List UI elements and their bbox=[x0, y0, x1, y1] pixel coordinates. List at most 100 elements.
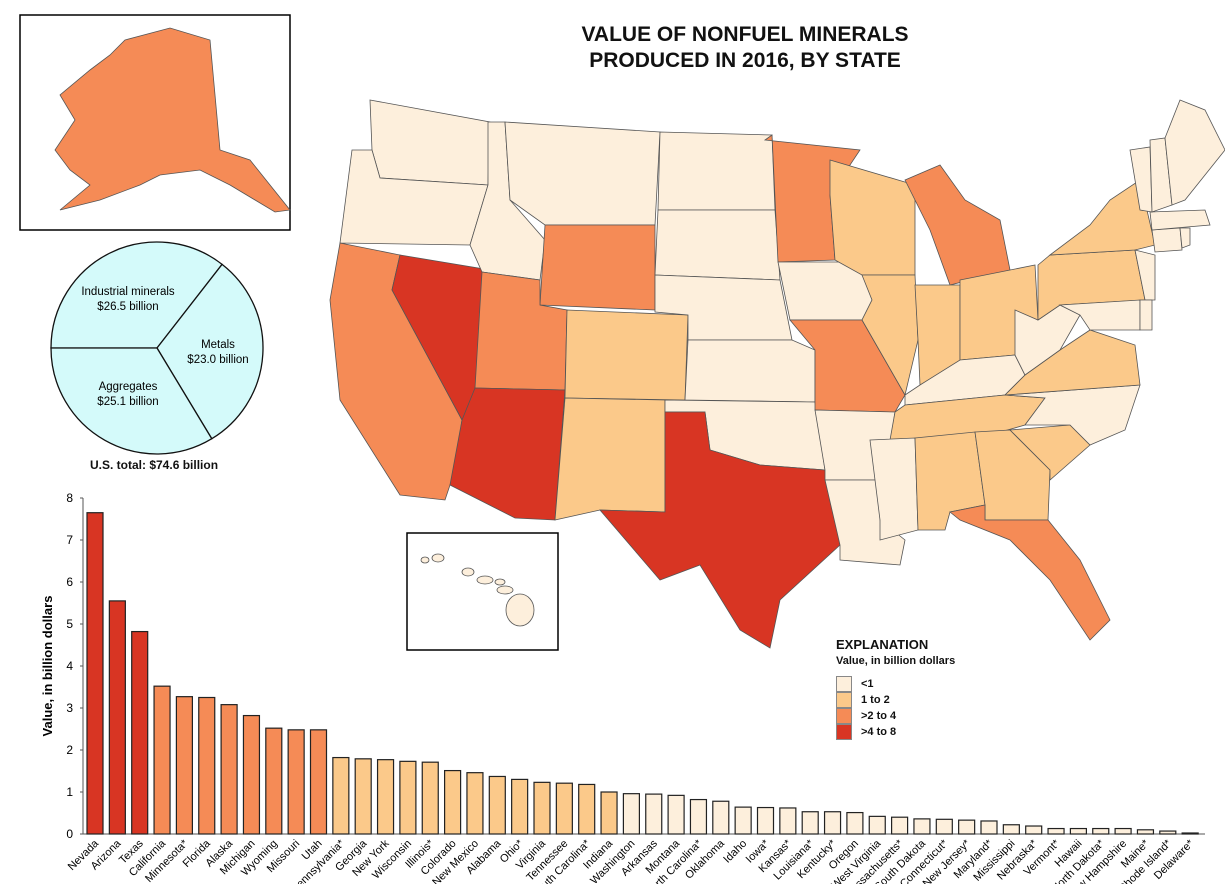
bar-louisiana bbox=[801, 811, 819, 835]
bar-west-virginia bbox=[868, 815, 886, 835]
bar-oregon bbox=[846, 811, 864, 835]
map-title: VALUE OF NONFUEL MINERALS PRODUCED IN 20… bbox=[520, 22, 970, 74]
pie-slice-name: Aggregates bbox=[99, 381, 158, 393]
bar-rhode-island bbox=[1159, 830, 1177, 835]
y-tick-label: 8 bbox=[66, 491, 73, 505]
pie-slice-label: Industrial minerals $26.5 billion bbox=[81, 286, 175, 313]
bar-missouri bbox=[287, 729, 305, 835]
bar-south-dakota bbox=[913, 818, 931, 835]
bar-new-jersey bbox=[958, 819, 976, 835]
bar-alabama bbox=[488, 775, 506, 835]
bar-washington bbox=[622, 793, 641, 835]
bar-idaho bbox=[734, 806, 752, 835]
bar-arkansas bbox=[645, 793, 663, 835]
state-connecticut bbox=[1151, 227, 1183, 253]
bar-new-mexico bbox=[466, 772, 484, 835]
bar-maryland bbox=[980, 820, 998, 835]
legend-item: <1 bbox=[836, 676, 955, 692]
pie-slice-value: $25.1 billion bbox=[97, 396, 158, 408]
bar-florida bbox=[198, 696, 216, 835]
legend-item: >4 to 8 bbox=[836, 724, 955, 740]
state-south-carolina bbox=[1009, 424, 1091, 481]
legend-label: <1 bbox=[861, 678, 874, 690]
pie-slice-name: Metals bbox=[201, 339, 235, 351]
bar-alaska bbox=[220, 704, 238, 835]
legend-swatch bbox=[836, 724, 852, 740]
state-new-jersey bbox=[1134, 249, 1156, 301]
state-north-dakota bbox=[657, 131, 776, 211]
bar-delaware bbox=[1181, 832, 1199, 835]
bar-new-york bbox=[376, 759, 395, 835]
bar-kentucky bbox=[823, 811, 842, 835]
pie-chart: Industrial minerals $26.5 billion Metals $2… bbox=[50, 241, 264, 455]
state-hawaii-island bbox=[494, 578, 506, 586]
pie-slice-value: $26.5 billion bbox=[97, 301, 158, 313]
state-maryland bbox=[1058, 299, 1141, 331]
state-south-dakota bbox=[654, 209, 781, 281]
state-hawaii-island bbox=[505, 593, 535, 627]
state-florida bbox=[949, 504, 1111, 641]
x-tick-label: Idaho bbox=[721, 838, 749, 866]
bar-tennessee bbox=[555, 782, 573, 835]
bar-texas bbox=[131, 630, 149, 835]
state-maine bbox=[1164, 99, 1225, 206]
bar-oklahoma bbox=[712, 800, 730, 835]
bar-montana bbox=[667, 794, 685, 835]
state-wyoming bbox=[539, 224, 656, 311]
bar-kansas bbox=[779, 807, 797, 835]
bar-new-hampshire bbox=[1114, 827, 1132, 835]
pie-slice-metals bbox=[156, 263, 264, 440]
state-north-carolina bbox=[1004, 384, 1141, 446]
bar-wisconsin bbox=[399, 760, 417, 835]
bar-iowa bbox=[756, 806, 775, 835]
bar-pennsylvania bbox=[332, 756, 350, 835]
bar-nevada bbox=[86, 512, 104, 835]
title-line-2: PRODUCED IN 2016, BY STATE bbox=[589, 49, 901, 72]
legend-swatch bbox=[836, 692, 852, 708]
state-colorado bbox=[564, 309, 689, 401]
bar-wyoming bbox=[265, 727, 283, 835]
bar-mississippi bbox=[1002, 824, 1020, 835]
y-tick-label: 0 bbox=[66, 827, 73, 841]
legend-subheading: Value, in billion dollars bbox=[836, 655, 956, 667]
bar-georgia bbox=[354, 758, 372, 835]
bar-massachusetts bbox=[890, 816, 909, 835]
state-hawaii-island bbox=[461, 567, 475, 577]
state-alaska bbox=[54, 27, 291, 213]
pie-slice-name: Industrial minerals bbox=[81, 286, 175, 298]
state-rhode-island bbox=[1179, 227, 1191, 249]
pie-total-label: U.S. total: $74.6 billion bbox=[90, 458, 219, 472]
state-montana bbox=[504, 121, 661, 226]
bar-arizona bbox=[108, 600, 126, 835]
bar-south-carolina bbox=[578, 783, 596, 835]
bar-nebraska bbox=[1025, 825, 1043, 835]
bar-illinois bbox=[421, 761, 439, 835]
legend-swatch bbox=[836, 708, 852, 724]
pie-slice-industrial-minerals bbox=[50, 241, 224, 349]
pie-slice-label: Metals $23.0 billion bbox=[187, 339, 248, 366]
legend-label: >2 to 4 bbox=[861, 710, 897, 722]
y-tick-label: 3 bbox=[66, 701, 73, 715]
us-map bbox=[329, 99, 1225, 649]
bar-north-carolina bbox=[689, 798, 708, 835]
y-tick-label: 2 bbox=[66, 743, 73, 757]
bar-colorado bbox=[444, 769, 462, 835]
pie-slice-value: $23.0 billion bbox=[187, 354, 248, 366]
bar-indiana bbox=[600, 791, 618, 835]
pie-slice-aggregates bbox=[50, 347, 213, 455]
y-tick-label: 5 bbox=[66, 617, 73, 631]
bar-virginia bbox=[533, 781, 551, 835]
map-insets bbox=[19, 14, 559, 651]
legend-item: >2 to 4 bbox=[836, 708, 955, 724]
state-hawaii-island bbox=[496, 585, 514, 595]
state-wisconsin bbox=[829, 159, 916, 276]
state-michigan bbox=[904, 164, 1011, 286]
bar-north-dakota bbox=[1092, 827, 1110, 835]
pie-slice-label: Aggregates $25.1 billion bbox=[97, 381, 158, 408]
state-arizona bbox=[449, 387, 566, 521]
y-tick-label: 1 bbox=[66, 785, 73, 799]
y-tick-label: 4 bbox=[66, 659, 73, 673]
state-hawaii-island bbox=[420, 556, 430, 564]
y-tick-label: 7 bbox=[66, 533, 73, 547]
bar-connecticut bbox=[935, 818, 953, 835]
